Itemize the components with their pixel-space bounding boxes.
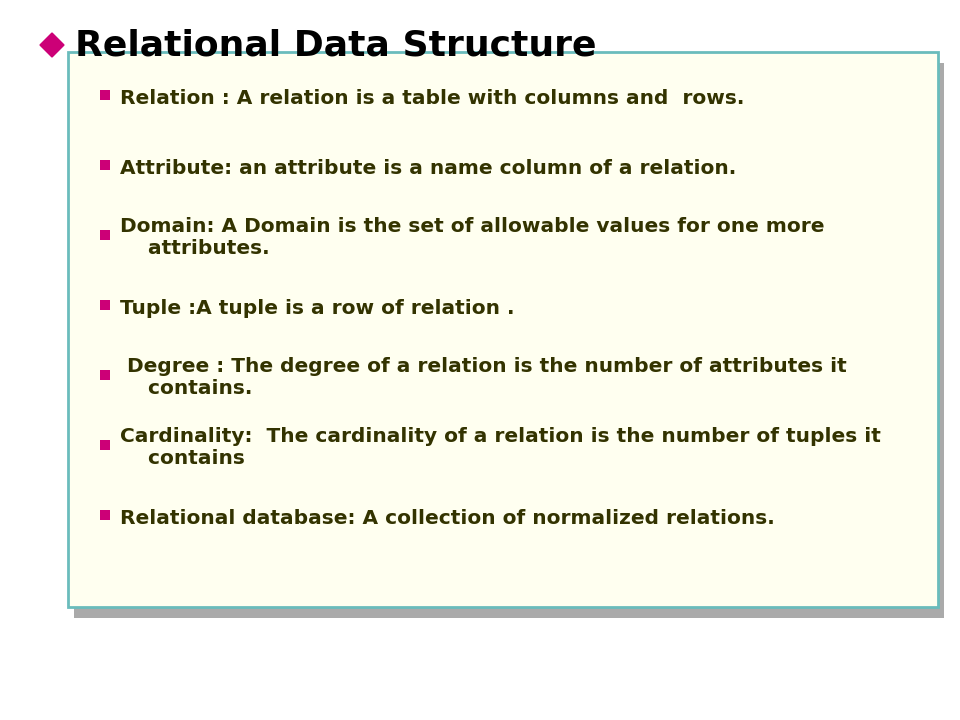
FancyBboxPatch shape bbox=[100, 160, 110, 170]
FancyBboxPatch shape bbox=[100, 510, 110, 520]
FancyBboxPatch shape bbox=[100, 300, 110, 310]
Polygon shape bbox=[40, 33, 64, 57]
Text: Domain: A Domain is the set of allowable values for one more
    attributes.: Domain: A Domain is the set of allowable… bbox=[120, 217, 825, 258]
Text: Tuple :A tuple is a row of relation .: Tuple :A tuple is a row of relation . bbox=[120, 299, 515, 318]
FancyBboxPatch shape bbox=[100, 440, 110, 450]
FancyBboxPatch shape bbox=[74, 63, 944, 618]
Text: Cardinality:  The cardinality of a relation is the number of tuples it
    conta: Cardinality: The cardinality of a relati… bbox=[120, 428, 881, 469]
FancyBboxPatch shape bbox=[100, 370, 110, 380]
Text: Relation : A relation is a table with columns and  rows.: Relation : A relation is a table with co… bbox=[120, 89, 744, 107]
FancyBboxPatch shape bbox=[68, 52, 938, 607]
Text: Relational Data Structure: Relational Data Structure bbox=[75, 28, 596, 62]
Text: Attribute: an attribute is a name column of a relation.: Attribute: an attribute is a name column… bbox=[120, 158, 736, 178]
Text: Degree : The degree of a relation is the number of attributes it
    contains.: Degree : The degree of a relation is the… bbox=[120, 358, 847, 398]
FancyBboxPatch shape bbox=[100, 230, 110, 240]
Text: Relational database: A collection of normalized relations.: Relational database: A collection of nor… bbox=[120, 508, 775, 528]
FancyBboxPatch shape bbox=[100, 90, 110, 100]
